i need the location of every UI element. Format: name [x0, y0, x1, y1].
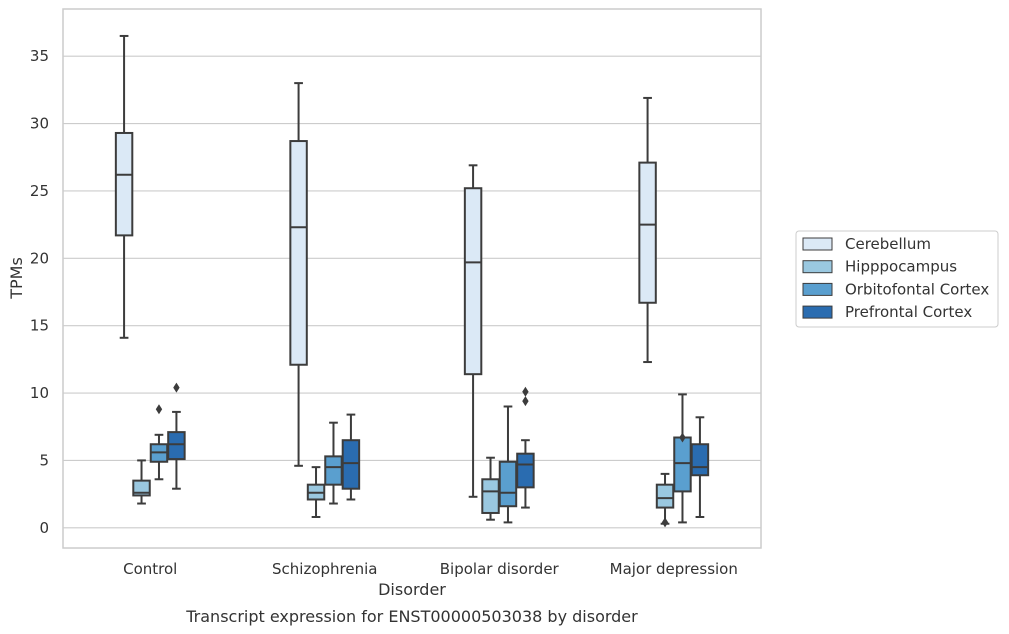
y-axis-title: TPMs [7, 257, 26, 300]
legend: Cerebellum Hipppocampus Orbitofontal Corte… [795, 230, 999, 328]
legend-swatch [802, 282, 833, 296]
legend-label: Prefrontal Cortex [845, 303, 972, 321]
series-cerebellum [114, 34, 657, 498]
box [463, 164, 483, 498]
y-tick-label: 20 [30, 249, 49, 267]
box [690, 416, 710, 519]
y-axis-ticks: 0 5 10 15 20 25 30 35 [30, 47, 49, 537]
box [167, 382, 186, 490]
box-series [114, 34, 710, 528]
box [481, 456, 500, 521]
x-tick-label: Schizophrenia [272, 560, 377, 578]
box [673, 393, 692, 524]
legend-frame [795, 230, 999, 328]
box [655, 472, 675, 528]
box-body [498, 460, 518, 508]
x-tick-label: Major depression [610, 560, 738, 578]
box-body [690, 443, 710, 477]
chart-caption: Transcript expression for ENST0000050303… [185, 607, 638, 626]
series-hipppocampus [132, 456, 675, 528]
x-axis-title: Disorder [378, 580, 446, 599]
outlier-point [661, 517, 669, 528]
box-body [655, 483, 675, 509]
y-tick-label: 10 [30, 384, 49, 402]
legend-swatch [802, 237, 833, 251]
y-tick-label: 5 [39, 451, 49, 469]
box-body [463, 187, 483, 376]
box-body [673, 436, 692, 493]
outlier-point [155, 404, 163, 415]
box [638, 96, 657, 364]
box-body [516, 452, 535, 489]
y-tick-label: 15 [30, 317, 49, 335]
box-body [167, 431, 186, 461]
box-body [289, 140, 308, 366]
box-body [638, 161, 657, 304]
outlier-point [679, 432, 686, 443]
y-tick-label: 35 [30, 47, 49, 65]
box [114, 34, 134, 339]
legend-swatch [802, 260, 833, 274]
box-body [132, 479, 151, 497]
y-tick-label: 30 [30, 115, 49, 133]
box [341, 413, 361, 501]
x-axis-ticks: Control Schizophrenia Bipolar disorder Majo… [123, 560, 738, 578]
outlier-point [173, 382, 180, 393]
y-tick-label: 0 [39, 519, 49, 537]
series-orbitofontal-cortex [149, 393, 692, 524]
outlier-point [522, 386, 529, 397]
box [498, 405, 518, 524]
box-body [341, 439, 361, 490]
box [149, 404, 169, 481]
x-tick-label: Bipolar disorder [440, 560, 560, 578]
box [289, 82, 308, 467]
y-tick-label: 25 [30, 182, 49, 200]
box [516, 386, 535, 509]
x-tick-label: Control [123, 560, 177, 578]
outlier-point [522, 396, 529, 407]
box [324, 421, 343, 505]
series-prefrontal-cortex [167, 382, 710, 519]
box-body [481, 478, 500, 514]
box [306, 466, 326, 519]
legend-label: Orbitofontal Cortex [845, 280, 989, 298]
legend-swatch [802, 305, 833, 319]
legend-label: Hipppocampus [845, 258, 957, 276]
legend-label: Cerebellum [845, 235, 931, 253]
box-body [114, 131, 134, 237]
box [132, 459, 151, 505]
box-body [324, 455, 343, 486]
